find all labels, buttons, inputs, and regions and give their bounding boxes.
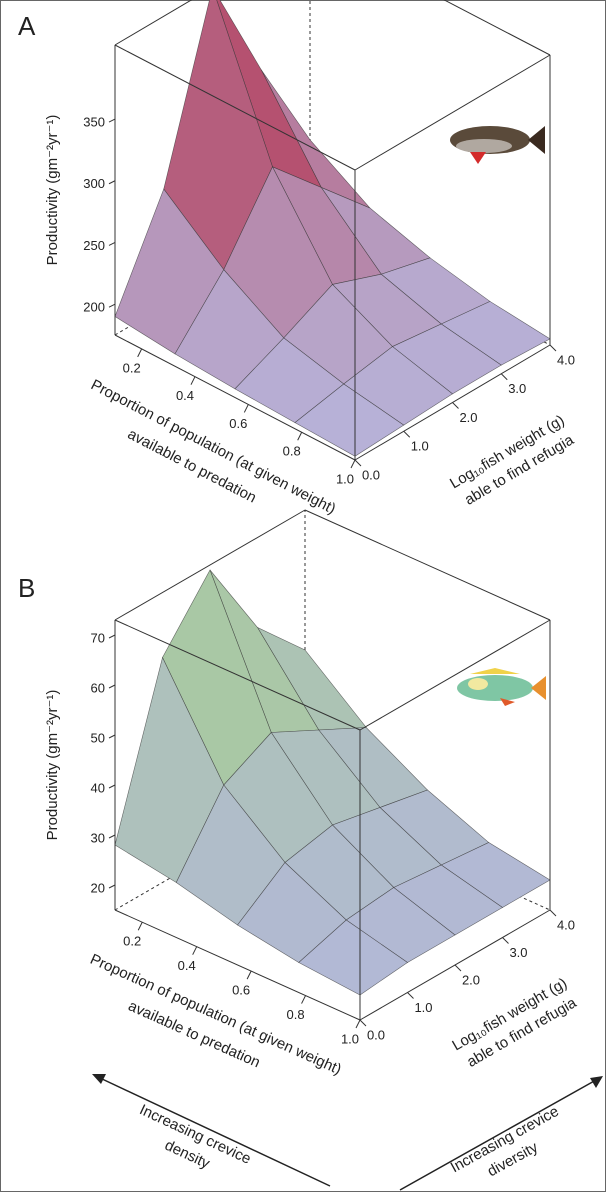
z-tick bbox=[108, 784, 116, 789]
y-tick bbox=[403, 430, 411, 438]
y-tick bbox=[549, 344, 557, 352]
box-edge bbox=[114, 334, 356, 461]
z-tick-label: 350 bbox=[83, 114, 105, 129]
z-tick bbox=[108, 684, 116, 689]
z-tick-label: 60 bbox=[91, 680, 105, 695]
y-tick bbox=[452, 402, 459, 409]
box-edge bbox=[443, 0, 551, 56]
surface-patch bbox=[298, 919, 409, 996]
x-tick bbox=[297, 431, 303, 441]
z-tick bbox=[108, 241, 116, 246]
z-tick bbox=[108, 634, 116, 639]
box-edge bbox=[304, 509, 551, 621]
z-tick-label: 250 bbox=[83, 238, 105, 253]
x-tick bbox=[137, 921, 143, 931]
surface-patch bbox=[294, 383, 405, 457]
y-tick-label: 2.0 bbox=[459, 410, 477, 425]
y-tick-label: 1.0 bbox=[414, 1000, 432, 1015]
box-edge bbox=[359, 619, 551, 731]
fish-a bbox=[450, 126, 545, 164]
x-tick-label: 0.6 bbox=[229, 416, 247, 431]
y-tick bbox=[407, 992, 414, 999]
x-tick bbox=[137, 348, 143, 358]
x-tick-label: 0.6 bbox=[232, 983, 250, 998]
z-tick bbox=[108, 734, 116, 739]
y-tick bbox=[354, 459, 362, 467]
z-tick bbox=[108, 180, 116, 185]
z-tick bbox=[108, 884, 116, 889]
x-tick bbox=[192, 946, 198, 955]
y-tick-label: 0.0 bbox=[367, 1027, 385, 1042]
arrows bbox=[92, 1074, 603, 1191]
panel-label: B bbox=[18, 573, 35, 603]
z-tick-label: 20 bbox=[91, 880, 105, 895]
y-tick-label: 3.0 bbox=[508, 381, 526, 396]
y-tick-label: 0.0 bbox=[362, 467, 380, 482]
x-tick-label: 0.4 bbox=[176, 388, 194, 403]
x-tick bbox=[350, 459, 356, 469]
panel-label: A bbox=[18, 11, 36, 41]
x-tick-label: 0.2 bbox=[123, 934, 141, 949]
z-tick-label: 200 bbox=[83, 300, 105, 315]
z-tick-label: 30 bbox=[91, 830, 105, 845]
y-tick bbox=[549, 909, 557, 917]
box-edge bbox=[114, 509, 306, 621]
box-edge bbox=[114, 619, 361, 731]
z-tick bbox=[108, 118, 116, 123]
x-tick-label: 0.8 bbox=[287, 1007, 305, 1022]
y-tick bbox=[500, 373, 508, 381]
z-axis-title: Productivity (gm⁻²yr⁻¹) bbox=[44, 690, 61, 841]
z-tick bbox=[108, 834, 116, 839]
z-tick-label: 40 bbox=[91, 780, 105, 795]
box-edge bbox=[354, 54, 551, 171]
x-tick-label: 1.0 bbox=[336, 471, 354, 486]
y-tick bbox=[359, 1019, 367, 1027]
x-tick bbox=[246, 970, 252, 980]
y-tick-label: 4.0 bbox=[557, 352, 575, 367]
fish-b bbox=[457, 668, 546, 706]
box-edge bbox=[114, 44, 356, 171]
z-tick-label: 70 bbox=[91, 630, 105, 645]
y-tick-label: 1.0 bbox=[411, 439, 429, 454]
x-tick-label: 1.0 bbox=[341, 1031, 359, 1046]
y-tick-label: 4.0 bbox=[557, 917, 575, 932]
x-tick bbox=[243, 404, 249, 413]
z-axis-title: Productivity (gm⁻²yr⁻¹) bbox=[44, 115, 61, 266]
x-tick-label: 0.2 bbox=[123, 360, 141, 375]
z-tick bbox=[108, 303, 116, 308]
y-tick-label: 3.0 bbox=[509, 945, 527, 960]
box-edge bbox=[114, 909, 361, 1021]
x-tick bbox=[301, 995, 307, 1004]
z-tick-label: 300 bbox=[83, 176, 105, 191]
x-tick bbox=[190, 376, 196, 385]
y-tick bbox=[454, 964, 462, 972]
box-edge bbox=[114, 0, 193, 46]
y-tick bbox=[502, 937, 509, 944]
z-tick-label: 50 bbox=[91, 730, 105, 745]
y-tick-label: 2.0 bbox=[462, 972, 480, 987]
x-tick-label: 0.4 bbox=[178, 958, 196, 973]
x-tick bbox=[355, 1019, 361, 1029]
x-tick-label: 0.8 bbox=[283, 444, 301, 459]
